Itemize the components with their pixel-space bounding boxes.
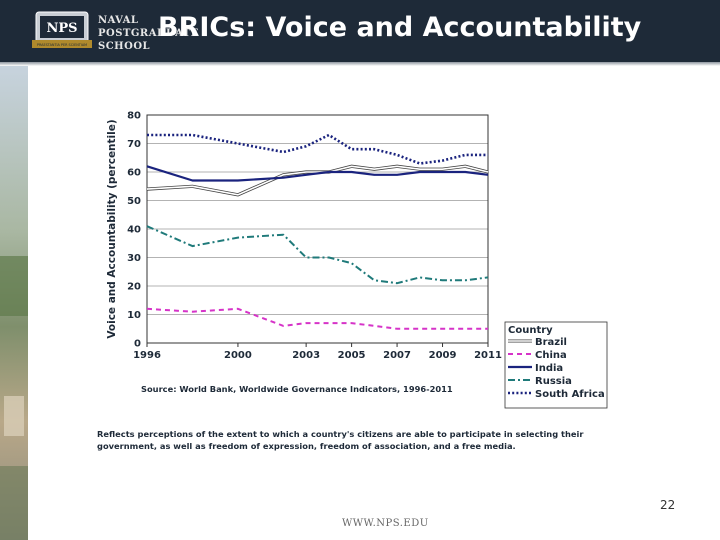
y-tick-30: 30 bbox=[127, 253, 141, 264]
logo-ribbon: PRAESTANTIA PER SCIENTIAM bbox=[37, 43, 87, 47]
x-tick-2007: 2007 bbox=[383, 350, 411, 361]
title-bar-shadow bbox=[0, 62, 720, 66]
series-line-brazil-inner bbox=[146, 165, 489, 196]
logo-badge: NPS bbox=[46, 21, 77, 36]
legend-label-brazil: Brazil bbox=[535, 337, 567, 348]
x-tick-2011: 2011 bbox=[474, 350, 502, 361]
logo-wordmark: NAVAL POSTGRADUATE SCHOOL bbox=[98, 14, 199, 53]
slide-number: 22 bbox=[660, 498, 676, 512]
chart-series bbox=[146, 133, 489, 330]
footer-url[interactable]: WWW.NPS.EDU bbox=[342, 518, 429, 529]
x-tick-2005: 2005 bbox=[338, 350, 366, 361]
nps-logo: NPS PRAESTANTIA PER SCIENTIAM NAVAL POST… bbox=[30, 10, 198, 56]
definition-note: Reflects perceptions of the extent to wh… bbox=[97, 429, 584, 451]
y-tick-0: 0 bbox=[134, 339, 141, 350]
logo-line-3: SCHOOL bbox=[98, 41, 151, 52]
x-tick-2009: 2009 bbox=[429, 350, 457, 361]
plot-frame bbox=[146, 114, 489, 344]
legend-title: Country bbox=[508, 325, 553, 336]
logo-line-2: POSTGRADUATE bbox=[98, 28, 199, 39]
series-line-china bbox=[146, 307, 488, 330]
legend-label-south-africa: South Africa bbox=[535, 389, 605, 400]
y-tick-10: 10 bbox=[127, 310, 141, 321]
y-axis-ticks: 0 10 20 30 40 50 60 70 80 bbox=[127, 111, 141, 350]
x-axis-ticks: 1996 2000 2003 2005 2007 2009 2011 bbox=[133, 343, 502, 361]
logo-line-1: NAVAL bbox=[98, 15, 139, 26]
title-bar: NPS PRAESTANTIA PER SCIENTIAM NAVAL POST… bbox=[0, 0, 720, 66]
y-axis-label: Voice and Accountability (percentile) bbox=[106, 119, 118, 338]
voice-accountability-chart: 0 10 20 30 40 50 60 70 80 1996 2000 2003 2005 2007 20… bbox=[106, 111, 608, 409]
series-line-south-africa bbox=[147, 133, 488, 165]
x-tick-1996: 1996 bbox=[133, 350, 161, 361]
chart-source: Source: World Bank, Worldwide Governance… bbox=[141, 384, 453, 394]
y-tick-60: 60 bbox=[127, 168, 141, 179]
x-tick-2003: 2003 bbox=[292, 350, 320, 361]
page-title: BRICs: Voice and Accountability bbox=[158, 12, 642, 43]
y-tick-70: 70 bbox=[127, 139, 141, 150]
series-line-russia bbox=[146, 225, 489, 285]
legend-label-india: India bbox=[535, 363, 563, 374]
y-tick-40: 40 bbox=[127, 225, 141, 236]
y-tick-50: 50 bbox=[127, 196, 141, 207]
chart-grid bbox=[147, 114, 488, 344]
y-tick-80: 80 bbox=[127, 111, 141, 122]
legend-label-china: China bbox=[535, 350, 567, 361]
legend-label-russia: Russia bbox=[535, 376, 572, 387]
series-line-india bbox=[146, 165, 489, 182]
campus-photo-strip bbox=[0, 66, 28, 540]
nps-shield-icon: NPS PRAESTANTIA PER SCIENTIAM bbox=[32, 11, 92, 48]
x-tick-2000: 2000 bbox=[224, 350, 252, 361]
y-tick-20: 20 bbox=[127, 282, 141, 293]
